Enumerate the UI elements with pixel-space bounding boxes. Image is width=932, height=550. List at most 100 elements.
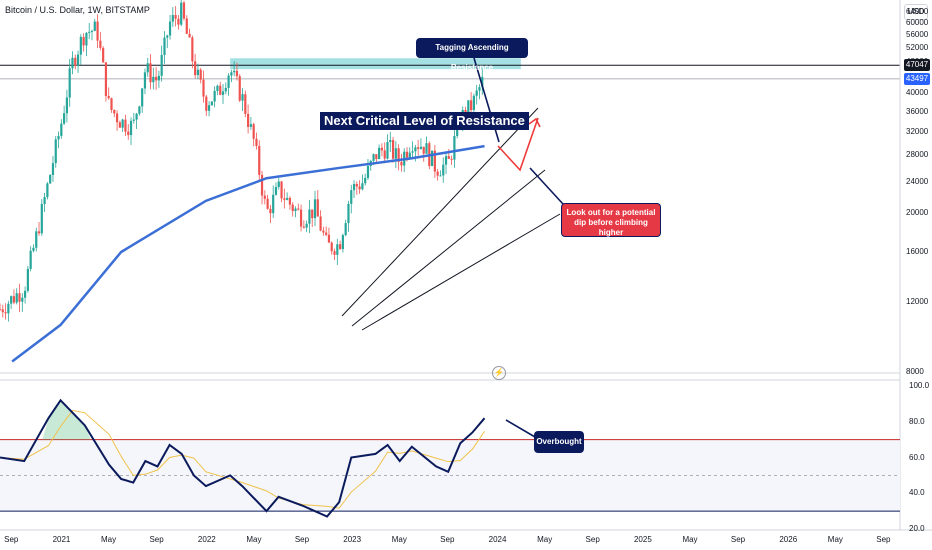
candle-body xyxy=(182,2,186,19)
candle-body xyxy=(1,309,4,313)
currency-button[interactable]: USD xyxy=(904,4,928,20)
dip-pointer-line xyxy=(529,167,564,205)
time-axis-label: 2022 xyxy=(197,535,216,544)
candle-body xyxy=(96,21,99,41)
candle-body xyxy=(129,120,133,136)
candle-body xyxy=(338,244,342,250)
price-axis-label: 20000 xyxy=(906,208,929,218)
candle-body xyxy=(272,194,275,214)
candle-body xyxy=(0,309,2,311)
candle-body xyxy=(10,296,13,304)
candle-body xyxy=(274,187,278,195)
channel-middle-line xyxy=(351,169,546,327)
candle-body xyxy=(355,183,358,187)
candle-body xyxy=(7,303,10,314)
candle-body xyxy=(313,199,317,219)
candle-body xyxy=(168,21,172,36)
candle-body xyxy=(166,35,169,38)
candle-body xyxy=(397,148,400,162)
candle-body xyxy=(46,183,49,198)
candle-body xyxy=(258,145,261,175)
dip-note-line-2: dip before climbing higher xyxy=(574,218,648,237)
candle-body xyxy=(57,135,60,140)
candle-body xyxy=(32,247,35,251)
candle-body xyxy=(71,57,74,69)
candle-body xyxy=(291,204,294,212)
candle-body xyxy=(430,150,434,167)
candle-body xyxy=(249,124,252,127)
time-axis-label: Sep xyxy=(730,535,746,544)
candle-body xyxy=(99,40,102,48)
candle-body xyxy=(180,2,183,25)
candle-body xyxy=(266,198,269,209)
candle-body xyxy=(221,91,225,95)
candle-body xyxy=(205,96,208,111)
dip-note-callout[interactable]: Look out for a potential dip before clim… xyxy=(561,203,661,237)
chart-title: Bitcoin / U.S. Dollar, 1W, BITSTAMP xyxy=(5,5,150,15)
candle-body xyxy=(194,61,197,76)
candle-body xyxy=(305,223,308,228)
candle-body xyxy=(102,47,105,63)
channel-lower-line xyxy=(361,213,561,331)
candle-body xyxy=(366,165,370,178)
candle-body xyxy=(325,232,328,235)
candle-body xyxy=(283,198,286,200)
candle-body xyxy=(316,199,319,217)
tagging-resistance-callout[interactable]: Tagging Ascending Resistance xyxy=(416,38,528,72)
price-axis-label: 56000 xyxy=(906,30,929,40)
candle-body xyxy=(37,231,41,234)
projection-path xyxy=(497,117,539,172)
candle-body xyxy=(207,105,211,111)
candle-body xyxy=(372,154,375,161)
time-axis-label: 2026 xyxy=(779,535,798,544)
candle-body xyxy=(155,76,158,81)
candle-body xyxy=(90,30,94,32)
candle-body xyxy=(417,147,420,149)
candle-body xyxy=(18,293,21,302)
candle-body xyxy=(408,152,411,158)
time-axis-label: Sep xyxy=(4,535,19,544)
time-axis-label: Sep xyxy=(149,535,164,544)
candle-body xyxy=(344,223,347,236)
candle-body xyxy=(132,119,135,121)
price-axis-label: 32000 xyxy=(906,127,929,136)
candle-body xyxy=(467,100,470,119)
time-axis-label: 2024 xyxy=(488,535,507,544)
candle-body xyxy=(297,208,300,210)
candle-body xyxy=(361,183,364,190)
candle-body xyxy=(255,138,258,146)
candle-body xyxy=(15,293,18,303)
candle-body xyxy=(472,95,476,110)
time-axis-label: Sep xyxy=(876,535,891,544)
candle-body xyxy=(174,15,177,19)
resistance-level-label[interactable]: Next Critical Level of Resistance xyxy=(320,112,529,130)
candle-body xyxy=(394,148,397,159)
candle-body xyxy=(113,109,116,114)
price-tag-43497: 43497 xyxy=(904,72,930,85)
candle-body xyxy=(350,190,353,204)
candle-body xyxy=(127,131,130,136)
rsi-line xyxy=(0,398,486,518)
candle-body xyxy=(439,175,442,177)
candle-body xyxy=(26,268,29,291)
candle-body xyxy=(224,87,227,92)
candle-body xyxy=(391,140,395,159)
candle-body xyxy=(219,85,222,95)
candle-body xyxy=(475,90,478,96)
price-axis-label: 52000 xyxy=(906,42,929,52)
candle-body xyxy=(143,72,147,89)
lightning-icon[interactable]: ⚡ xyxy=(492,366,506,380)
candle-body xyxy=(138,106,141,114)
candle-body xyxy=(375,154,378,160)
overbought-callout[interactable]: Overbought xyxy=(534,431,584,453)
price-axis-label: 16000 xyxy=(906,247,929,256)
price-axis-label: 36000 xyxy=(906,106,929,116)
time-axis-label: Sep xyxy=(440,535,455,544)
candle-body xyxy=(425,143,428,154)
candle-body xyxy=(299,209,303,227)
candle-body xyxy=(188,33,191,38)
candle-body xyxy=(149,63,152,83)
candle-body xyxy=(419,146,423,149)
candle-body xyxy=(216,85,219,91)
